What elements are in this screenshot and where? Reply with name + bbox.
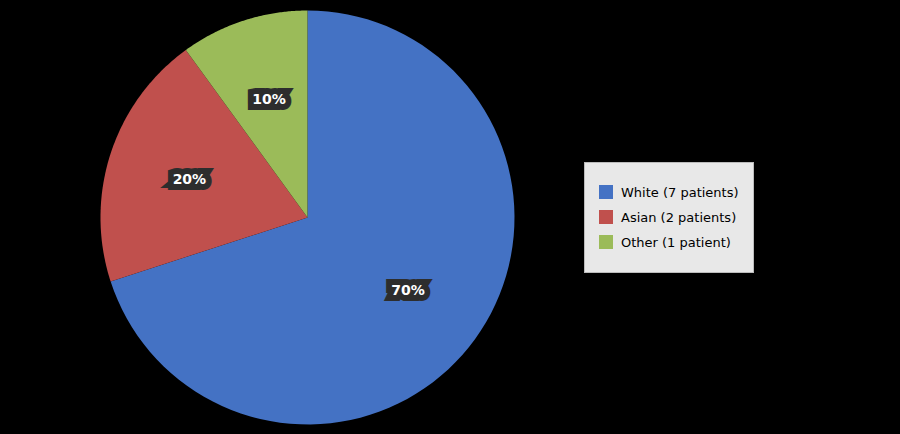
svg-text:10%: 10%: [252, 91, 286, 107]
svg-text:20%: 20%: [173, 171, 207, 187]
html-text:White (7 patients): White (7 patients): [621, 184, 739, 200]
html-text:Other (1 patient): Other (1 patient): [621, 234, 731, 250]
html-text:Asian (2 patients): Asian (2 patients): [621, 209, 737, 225]
svg-text:70%: 70%: [391, 282, 425, 298]
